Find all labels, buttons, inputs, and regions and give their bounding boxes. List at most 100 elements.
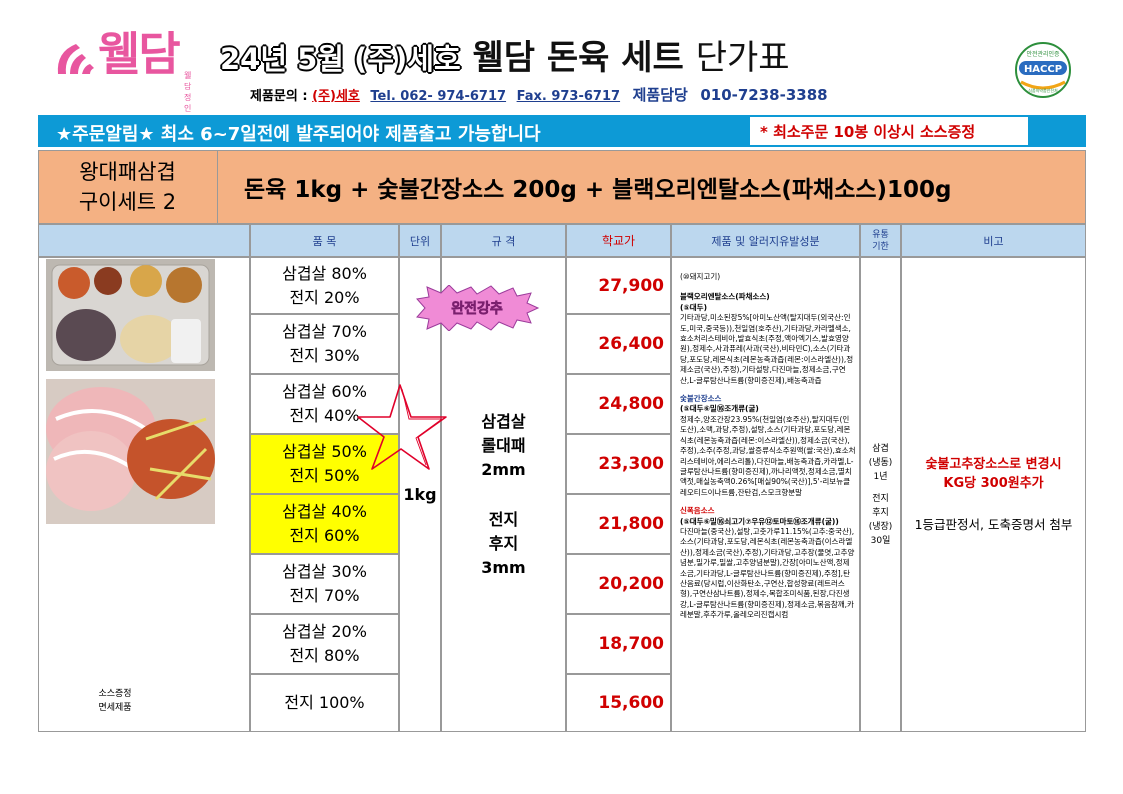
col-header-unit: 단위 [399, 224, 441, 257]
photo-column [38, 257, 250, 732]
soy-sauce-title: 숯불간장소스 [680, 394, 722, 404]
badge-text: 완전강추 [451, 300, 503, 317]
item-line1: 삼겹살 60% [282, 382, 367, 401]
shelf-line2: (냉동) [868, 457, 893, 468]
set-name-line1: 왕대패삼겹 [79, 160, 176, 184]
spec-line6: 3mm [481, 558, 526, 577]
item-line1: 전지 100% [284, 693, 365, 712]
shelf-line3: 1년 [873, 471, 888, 482]
price-cell: 21,800 [566, 494, 671, 554]
spec-line2: 롤대패 [481, 436, 526, 455]
shelf-line5: 후지 [872, 507, 889, 518]
remark-line3: 1등급판정서, 도축증명서 첨부 [914, 517, 1073, 532]
col-header-item: 품 목 [250, 224, 399, 257]
pork-allergen: (⑩돼지고기) [680, 272, 721, 281]
item-line1: 삼겹살 20% [282, 622, 367, 641]
haccp-bottom: 식품의약품안전처 [1028, 87, 1058, 93]
spec-line5: 후지 [488, 534, 519, 553]
manager-phone: 010-7238-3388 [700, 86, 828, 104]
item-row-highlight: 삼겹살 50% 전지 50% [250, 434, 399, 494]
shelf-header-line2: 기한 [872, 241, 889, 252]
spicy-sauce-ingredients: 다진마늘(중국산),설탕,고춧가루11.15%(고추:중국산),소스(기타과당,… [680, 526, 855, 620]
item-row: 삼겹살 70% 전지 30% [250, 314, 399, 374]
spec-line3: 2mm [481, 460, 526, 479]
set-header-row [38, 150, 1086, 224]
item-row: 삼겹살 80% 전지 20% [250, 257, 399, 314]
unit-cell: 1kg [399, 257, 441, 732]
contact-line: 제품문의 : (주)세호 Tel. 062- 974-6717 Fax. 973… [250, 84, 828, 105]
min-order-box: * 최소주문 10봉 이상시 소스증정 [750, 117, 1028, 145]
item-row: 삼겹살 30% 전지 70% [250, 554, 399, 614]
item-line1: 삼겹살 50% [282, 442, 367, 461]
spec-line1: 삼겹살 [481, 412, 526, 431]
item-row-highlight: 삼겹살 40% 전지 60% [250, 494, 399, 554]
item-line2: 전지 70% [289, 586, 360, 605]
tel-link[interactable]: Tel. 062- 974-6717 [370, 89, 507, 104]
shelf-line1: 삼겹 [872, 443, 889, 454]
title-main: 웰담 돈육 세트 [472, 38, 684, 78]
remark-line1: 숯불고추장소스로 변경시 [925, 457, 1062, 472]
col-header-price: 학교가 [566, 224, 671, 257]
logo-text: 웰담 [98, 27, 181, 81]
item-row: 삼겹살 60% 전지 40% [250, 374, 399, 434]
set-name: 왕대패삼겹 구이세트 2 [38, 150, 218, 224]
set-description: 돈육 1kg + 숯불간장소스 200g + 블랙오리엔탈소스(파채소스)100… [244, 177, 952, 203]
fax-link[interactable]: Fax. 973-6717 [516, 89, 621, 104]
price-cell: 15,600 [566, 674, 671, 732]
black-sauce-allergens: (⑤대두) [680, 302, 708, 312]
item-line2: 전지 60% [289, 526, 360, 545]
price-cell: 18,700 [566, 614, 671, 674]
page-title: 24년 5월 (주)세호 웰담 돈육 세트 단가표 [220, 30, 790, 79]
item-line1: 삼겹살 40% [282, 502, 367, 521]
haccp-top: 안전관리인증 [1026, 50, 1060, 58]
col-header-shelf: 유통 기한 [860, 224, 901, 257]
item-line2: 전지 20% [289, 287, 360, 307]
company-name: (주)세호 [312, 89, 360, 104]
manager-label: 제품담당 [632, 86, 688, 104]
brand-logo: 웰담 웰담 정인 [52, 18, 192, 113]
item-line2: 전지 50% [289, 466, 360, 485]
logo-sub: 웰담 정인 [184, 71, 192, 113]
price-cell: 26,400 [566, 314, 671, 374]
school-meal-photo [46, 259, 215, 371]
remark-line2: KG당 300원추가 [943, 476, 1044, 491]
col-header-photo [38, 224, 250, 257]
item-row: 전지 100% [250, 674, 399, 732]
shelf-line6: (냉장) [868, 521, 893, 532]
col-header-spec: 규 격 [441, 224, 566, 257]
item-line2: 전지 40% [289, 406, 360, 425]
remark-cell: 숯불고추장소스로 변경시 KG당 300원추가 1등급판정서, 도축증명서 첨부 [901, 257, 1086, 732]
spicy-sauce-allergens: (⑤대두⑥밀⑯쇠고기⑦우유⑫토마토⑯조개류(굴)) [680, 516, 839, 526]
shelf-line4: 전지 [872, 493, 889, 504]
spicy-sauce-title: 신폭음소스 [680, 506, 715, 516]
item-row: 삼겹살 20% 전지 80% [250, 614, 399, 674]
price-cell: 23,300 [566, 434, 671, 494]
soy-sauce-ingredients: 정제수,양조간장23.95%(천일염(호주산),탈지대두(인도산),소맥,과당,… [680, 414, 856, 497]
contact-label: 제품문의 : [250, 89, 308, 104]
pork-belly-photo [46, 379, 215, 524]
col-header-remark: 비고 [901, 224, 1086, 257]
title-date: 24년 5월 (주)세호 [220, 42, 461, 76]
price-cell: 27,900 [566, 257, 671, 314]
item-line2: 전지 80% [289, 646, 360, 665]
shelf-life-cell: 삼겹 (냉동) 1년 전지 후지 (냉장) 30일 [860, 257, 901, 732]
sauce-free-note: 소스증정 면세제품 [40, 687, 190, 715]
item-line2: 전지 30% [289, 346, 360, 365]
black-sauce-title: 블랙오리엔탈소스(파채소스) [680, 292, 770, 302]
soy-sauce-allergens: (⑤대두⑥밀⑯조개류(굴) [680, 404, 759, 414]
logo-wave-icon [57, 44, 94, 74]
min-order-text: * 최소주문 10봉 이상시 소스증정 [760, 123, 976, 141]
spec-line4: 전지 [488, 510, 519, 529]
order-notice: ★주문알림★ 최소 6~7일전에 발주되어야 제품출고 가능합니다 [56, 124, 541, 145]
item-line1: 삼겹살 80% [282, 263, 367, 283]
black-sauce-ingredients: 기타과당,미소된장5%[아미노산액(탈지대두(외국산:인도,미국,중국등)),천… [680, 313, 854, 385]
star-mark-icon [357, 384, 447, 470]
item-line1: 삼겹살 30% [282, 562, 367, 581]
sauce-note-line2: 면세제품 [98, 703, 132, 713]
spec-cell: 삼겹살 롤대패 2mm 전지 후지 3mm [441, 257, 566, 732]
sauce-note-line1: 소스증정 [98, 689, 132, 699]
recommend-badge: 완전강추 [416, 285, 540, 331]
set-name-line2: 구이세트 2 [78, 190, 177, 214]
shelf-header-line1: 유통 [872, 229, 889, 240]
title-suffix: 단가표 [695, 38, 790, 78]
